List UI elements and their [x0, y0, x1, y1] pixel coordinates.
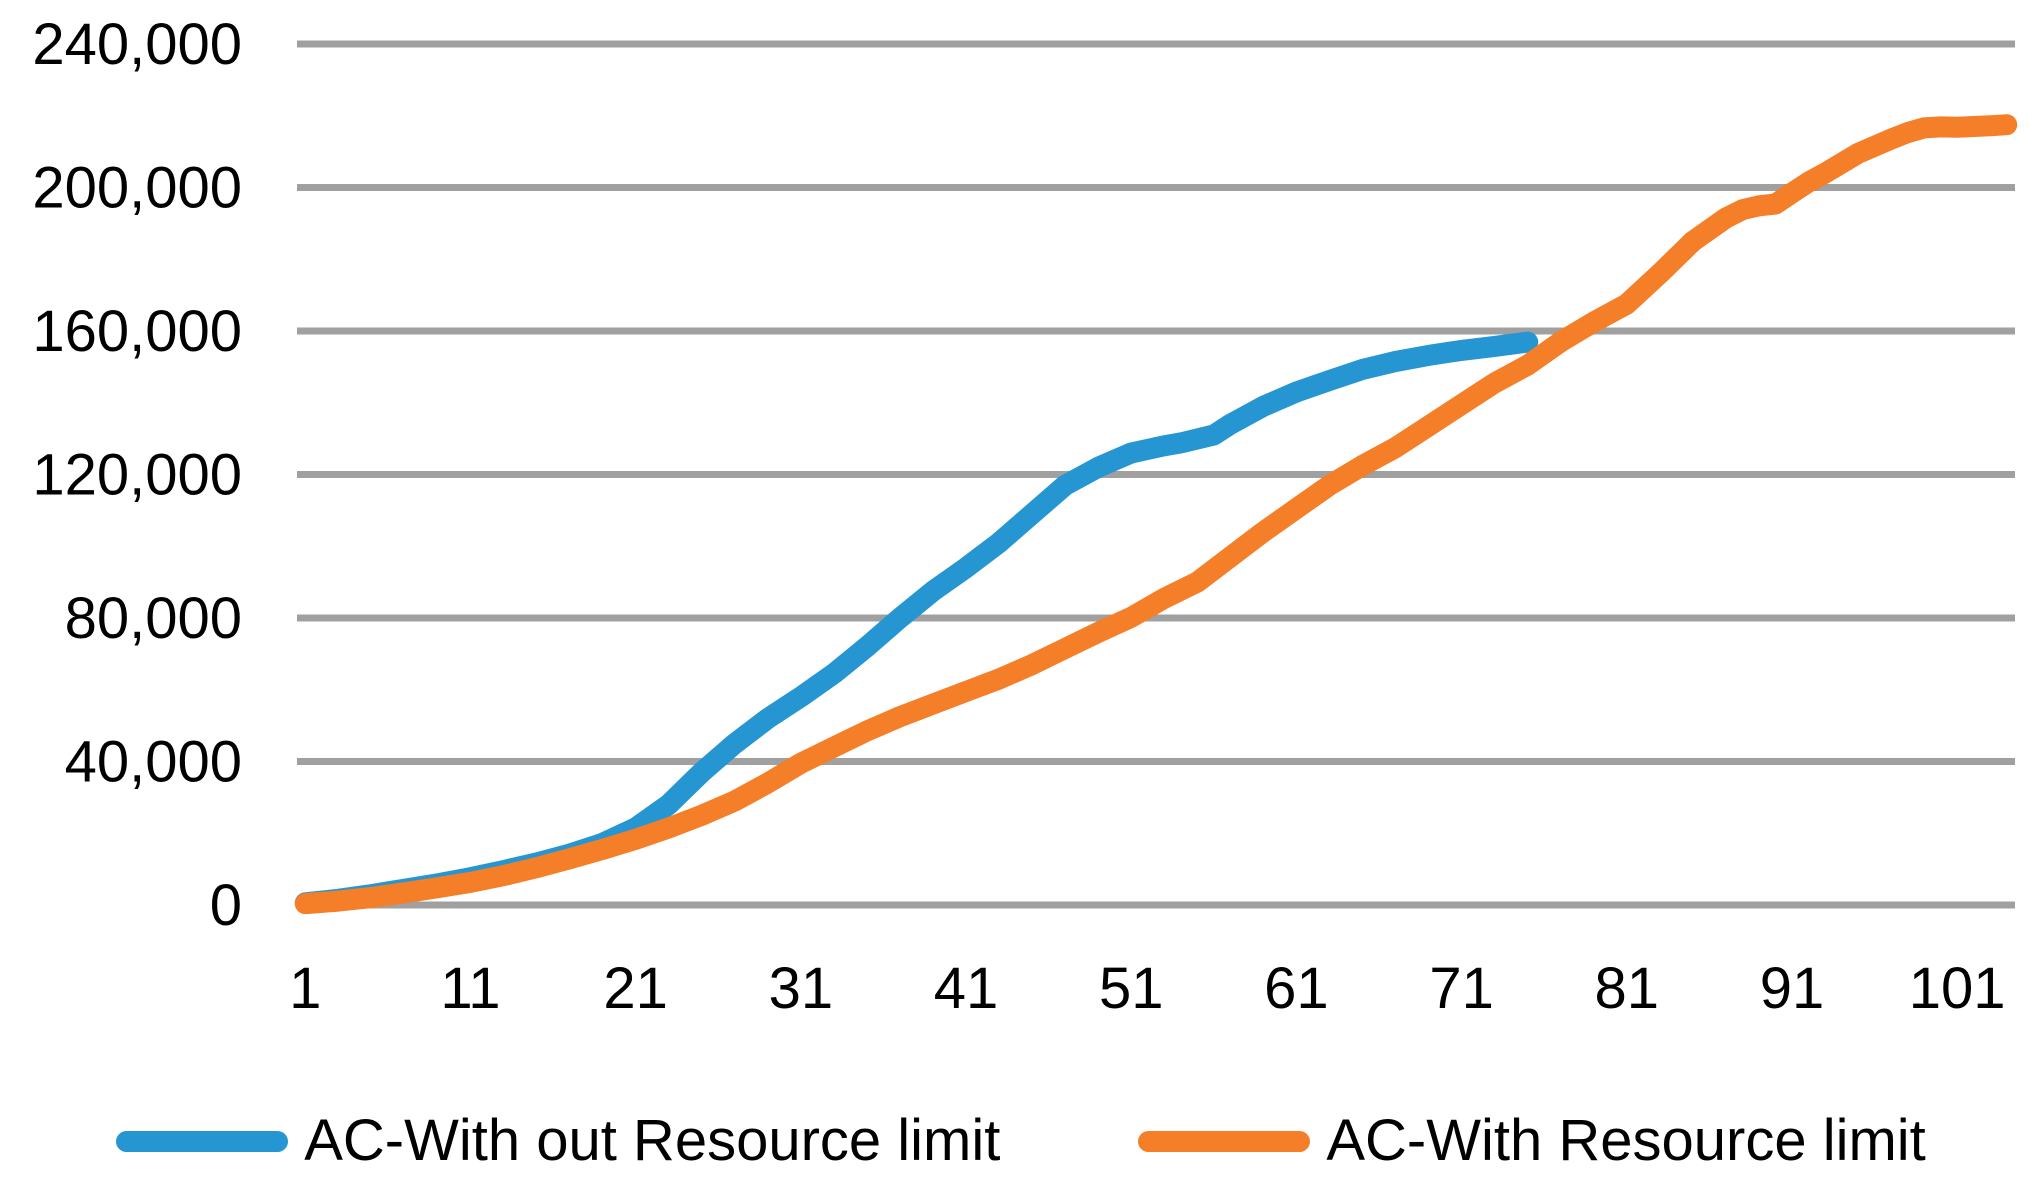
- legend-swatch-blue: [116, 1130, 289, 1152]
- series-line-ac-with-resource-limit: [294, 114, 2018, 915]
- y-tick-label: 200,000: [32, 156, 242, 221]
- x-tick-label: 91: [1760, 956, 1825, 1021]
- y-tick-label: 80,000: [65, 586, 242, 651]
- y-tick-label: 240,000: [32, 12, 242, 77]
- legend-label-ac-without-resource-limit: AC-With out Resource limit: [304, 1108, 1001, 1173]
- y-tick-label: 40,000: [65, 730, 242, 795]
- x-tick-label: 71: [1429, 956, 1494, 1021]
- x-tick-label: 11: [440, 956, 500, 1021]
- x-tick-label: 31: [769, 956, 834, 1021]
- legend-item-ac-with-resource-limit: AC-With Resource limit: [1138, 1108, 1926, 1173]
- x-tick-label: 81: [1595, 956, 1660, 1021]
- y-tick-label: 120,000: [32, 443, 242, 508]
- legend: AC-With out Resource limit AC-With Resou…: [0, 1112, 2042, 1170]
- y-tick-label: 0: [210, 873, 242, 938]
- x-tick-label: 1: [289, 956, 321, 1021]
- legend-item-ac-without-resource-limit: AC-With out Resource limit: [116, 1112, 1000, 1170]
- legend-label-ac-with-resource-limit: AC-With Resource limit: [1326, 1108, 1926, 1173]
- x-tick-label: 41: [934, 956, 999, 1021]
- x-tick-label: 51: [1099, 956, 1164, 1021]
- x-tick-label: 101: [1909, 956, 2006, 1021]
- y-tick-label: 160,000: [32, 299, 242, 364]
- series-line-ac-without-resource-limit: [294, 331, 1539, 914]
- x-tick-label: 61: [1264, 956, 1329, 1021]
- legend-swatch-orange: [1138, 1130, 1311, 1152]
- x-tick-label: 21: [603, 956, 668, 1021]
